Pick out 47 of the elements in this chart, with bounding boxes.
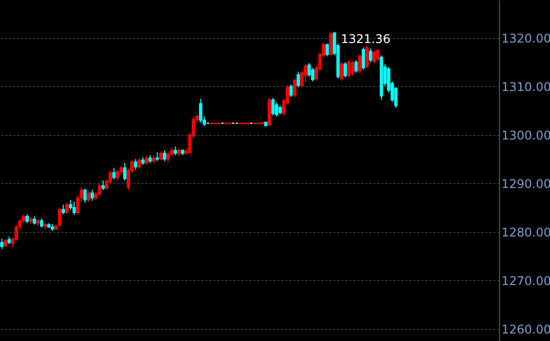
candlestick <box>271 97 275 116</box>
candlestick <box>138 158 141 170</box>
candlestick <box>362 47 366 70</box>
candlestick <box>289 84 293 98</box>
candlestick <box>358 54 362 74</box>
candlestick <box>40 218 44 228</box>
candlestick <box>293 78 296 98</box>
candlestick <box>62 204 66 215</box>
candlestick <box>354 60 358 74</box>
candlestick <box>166 152 170 163</box>
candlestick <box>116 169 120 181</box>
candlestick <box>101 180 105 191</box>
candlestick <box>347 60 351 78</box>
y-tick-label: 1310.00 <box>502 80 550 94</box>
candlestick <box>162 150 166 162</box>
candlestick <box>329 30 333 56</box>
candlestick <box>86 190 90 202</box>
candlestick <box>274 102 278 117</box>
candlestick <box>83 188 87 204</box>
y-tick-label: 1320.00 <box>502 31 550 46</box>
candlestick <box>365 45 369 68</box>
candlestick <box>90 189 94 202</box>
candlestick <box>372 50 376 64</box>
candlestick <box>65 202 69 214</box>
y-tick-label: 1300.00 <box>502 128 550 142</box>
candlestick <box>307 62 311 78</box>
candlestick <box>0 238 4 250</box>
candlestick <box>311 67 314 82</box>
candlestick <box>368 48 372 63</box>
candlestick <box>340 62 344 82</box>
candlestick <box>344 62 347 78</box>
candlestick <box>123 162 126 181</box>
y-tick-label: 1280.00 <box>502 225 550 240</box>
candlestick <box>112 167 116 180</box>
candlestick <box>326 43 329 57</box>
candlestick <box>199 98 202 124</box>
annotation: 1321.36 <box>340 32 390 46</box>
candlestick <box>296 71 300 88</box>
y-tick-label: 1290.00 <box>502 176 550 191</box>
candlestick <box>376 48 380 62</box>
candlestick <box>350 60 354 76</box>
candlestick <box>58 207 62 227</box>
candlestick <box>98 182 102 196</box>
candlestick <box>134 158 138 170</box>
y-tick-label: 1270.00 <box>502 274 550 288</box>
candlestick <box>72 201 76 216</box>
y-tick-label: 1260.00 <box>502 322 550 336</box>
